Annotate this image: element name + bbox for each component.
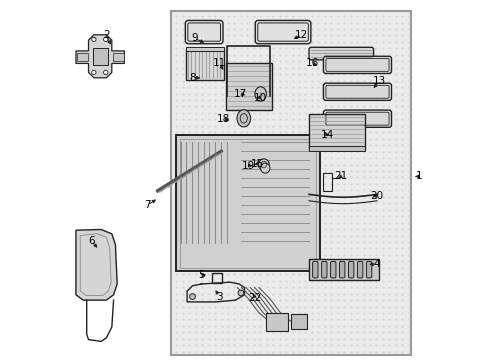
FancyBboxPatch shape (357, 261, 362, 278)
Bar (308, 146, 364, 150)
Circle shape (92, 37, 96, 41)
Bar (308, 259, 378, 280)
Text: 14: 14 (320, 130, 333, 140)
Bar (290, 315, 306, 329)
Bar (180, 139, 316, 268)
Text: 11: 11 (212, 58, 225, 68)
FancyBboxPatch shape (185, 21, 223, 44)
FancyBboxPatch shape (255, 21, 310, 44)
Text: 10: 10 (254, 93, 266, 103)
Text: 1: 1 (415, 171, 422, 181)
Bar (186, 49, 224, 80)
Text: 7: 7 (144, 200, 151, 210)
Ellipse shape (258, 159, 269, 170)
Text: 13: 13 (371, 76, 385, 86)
FancyBboxPatch shape (323, 83, 391, 100)
Circle shape (238, 290, 244, 296)
FancyBboxPatch shape (348, 261, 353, 278)
Circle shape (189, 294, 195, 300)
Text: 12: 12 (295, 30, 308, 40)
Text: 18: 18 (216, 114, 229, 124)
Bar (225, 63, 272, 110)
Text: 16: 16 (305, 58, 319, 68)
Bar (212, 273, 222, 283)
FancyBboxPatch shape (323, 110, 391, 127)
Text: 3: 3 (216, 292, 222, 302)
Text: 15: 15 (250, 159, 263, 169)
Text: 19: 19 (241, 161, 254, 171)
Ellipse shape (260, 163, 269, 173)
FancyBboxPatch shape (366, 261, 371, 278)
FancyBboxPatch shape (330, 261, 335, 278)
FancyBboxPatch shape (321, 261, 326, 278)
Bar (77, 53, 88, 60)
FancyBboxPatch shape (323, 56, 391, 73)
Circle shape (103, 70, 108, 75)
Text: 5: 5 (198, 270, 204, 280)
Polygon shape (76, 35, 124, 78)
Text: 6: 6 (88, 236, 95, 246)
Text: 8: 8 (189, 73, 195, 83)
Bar (265, 313, 287, 330)
Bar (323, 173, 332, 191)
Text: 21: 21 (334, 171, 347, 181)
Polygon shape (76, 229, 117, 300)
Bar (93, 48, 107, 64)
Bar (308, 114, 364, 149)
FancyBboxPatch shape (339, 261, 344, 278)
Bar (113, 53, 123, 60)
FancyBboxPatch shape (312, 261, 317, 278)
Ellipse shape (254, 87, 266, 101)
Text: 22: 22 (248, 293, 262, 303)
Text: 4: 4 (373, 259, 380, 269)
FancyBboxPatch shape (308, 47, 373, 60)
Text: 17: 17 (234, 89, 247, 99)
Text: 2: 2 (103, 30, 109, 40)
Text: 9: 9 (191, 33, 197, 43)
Bar (186, 47, 224, 51)
Bar (176, 135, 319, 271)
Circle shape (103, 37, 108, 41)
Bar (171, 11, 410, 355)
Circle shape (92, 70, 96, 75)
Text: 20: 20 (370, 191, 383, 201)
Ellipse shape (237, 110, 250, 127)
